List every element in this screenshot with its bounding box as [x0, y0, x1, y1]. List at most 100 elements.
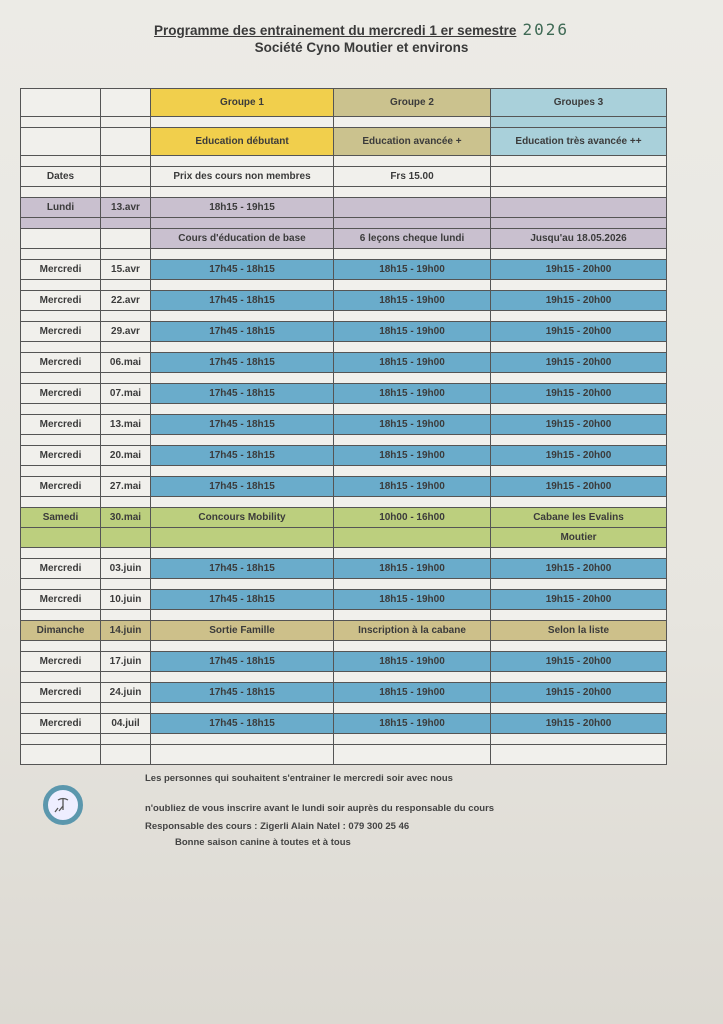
cell-day: Mercredi	[20, 414, 101, 435]
cell-day: Mercredi	[20, 682, 101, 703]
table-row: Dimanche 14.juin Sortie Famille Inscription…	[20, 620, 667, 641]
cell-groupe-2	[333, 671, 491, 683]
cell-groupe-3: 19h15 - 20h00	[490, 290, 667, 311]
spacer-row	[20, 609, 667, 621]
cell-date	[100, 372, 151, 384]
cell-day	[20, 702, 101, 714]
cell-groupe-1: 17h45 - 18h15	[150, 476, 334, 497]
cell-date	[100, 186, 151, 198]
table-row: Education débutant Education avancée + Edu…	[20, 127, 667, 156]
cell-groupe-2	[333, 702, 491, 714]
cell-groupe-3	[490, 702, 667, 714]
cell-groupe-2	[333, 197, 491, 218]
cell-date	[100, 465, 151, 477]
cell-groupe-2: Inscription à la cabane	[333, 620, 491, 641]
spacer-row	[20, 403, 667, 415]
footer-contact: Responsable des cours : Zigerli Alain Na…	[145, 821, 410, 832]
spacer-row	[20, 547, 667, 559]
table-row: Mercredi 22.avr 17h45 - 18h15 18h15 - 19h00…	[20, 290, 667, 311]
cell-groupe-2: 10h00 - 16h00	[333, 507, 491, 528]
cell-groupe-3: Moutier	[490, 527, 667, 548]
cell-date	[100, 116, 151, 128]
cell-groupe-1: 17h45 - 18h15	[150, 713, 334, 734]
table-row: Mercredi 03.juin 17h45 - 18h15 18h15 - 19h0…	[20, 558, 667, 579]
cell-groupe-3: 19h15 - 20h00	[490, 651, 667, 672]
cell-groupe-2: 18h15 - 19h00	[333, 352, 491, 373]
cell-day: Mercredi	[20, 713, 101, 734]
cell-groupe-1: 17h45 - 18h15	[150, 259, 334, 280]
cell-groupe-3	[490, 609, 667, 621]
cell-day	[20, 733, 101, 745]
cell-date: 07.mai	[100, 383, 151, 404]
cell-groupe-1	[150, 434, 334, 446]
spacer-row	[20, 702, 667, 714]
cell-groupe-1	[150, 547, 334, 559]
spacer-row	[20, 372, 667, 384]
cell-groupe-1: 17h45 - 18h15	[150, 651, 334, 672]
cell-groupe-3: 19h15 - 20h00	[490, 445, 667, 466]
cell-groupe-3: 19h15 - 20h00	[490, 476, 667, 497]
cell-groupe-3	[490, 496, 667, 508]
cell-groupe-2	[333, 403, 491, 415]
cell-groupe-1: Prix des cours non membres	[150, 166, 334, 187]
cell-groupe-3	[490, 197, 667, 218]
cell-day	[20, 578, 101, 590]
cell-groupe-1: Concours Mobility	[150, 507, 334, 528]
cell-groupe-2	[333, 279, 491, 291]
cell-groupe-3: Education très avancée ++	[490, 127, 667, 156]
club-name: Société Cyno Moutier et environs	[254, 40, 469, 55]
cell-day	[20, 496, 101, 508]
cell-date	[100, 279, 151, 291]
cell-groupe-3	[490, 341, 667, 353]
cell-date	[100, 310, 151, 322]
cell-groupe-2	[333, 733, 491, 745]
cell-date: 06.mai	[100, 352, 151, 373]
cell-groupe-1	[150, 217, 334, 229]
cell-date	[100, 527, 151, 548]
cell-day	[20, 127, 101, 156]
spacer-row	[20, 155, 667, 167]
cell-groupe-2: 18h15 - 19h00	[333, 290, 491, 311]
cell-groupe-1: Cours d'éducation de base	[150, 228, 334, 249]
spacer-row	[20, 310, 667, 322]
cell-day	[20, 155, 101, 167]
cell-day	[20, 372, 101, 384]
cell-day	[20, 434, 101, 446]
cell-date	[100, 496, 151, 508]
cell-groupe-1: 17h45 - 18h15	[150, 383, 334, 404]
cell-groupe-1	[150, 403, 334, 415]
cell-date: 13.mai	[100, 414, 151, 435]
cell-groupe-1	[150, 527, 334, 548]
cell-date	[100, 578, 151, 590]
cell-date: 17.juin	[100, 651, 151, 672]
cell-groupe-2	[333, 310, 491, 322]
cell-groupe-2	[333, 578, 491, 590]
cell-groupe-3	[490, 116, 667, 128]
cell-day: Dates	[20, 166, 101, 187]
cell-day	[20, 88, 101, 117]
cell-day: Lundi	[20, 197, 101, 218]
cell-groupe-3: Jusqu'au 18.05.2026	[490, 228, 667, 249]
cell-date: 30.mai	[100, 507, 151, 528]
cell-groupe-2	[333, 547, 491, 559]
cell-groupe-2: Education avancée +	[333, 127, 491, 156]
spacer-row	[20, 279, 667, 291]
table-row	[20, 744, 667, 765]
cell-day	[20, 228, 101, 249]
cell-day	[20, 116, 101, 128]
spacer-row	[20, 248, 667, 260]
cell-day	[20, 186, 101, 198]
document-title: Programme des entrainement du mercredi 1…	[0, 20, 723, 39]
cell-groupe-3: 19h15 - 20h00	[490, 321, 667, 342]
cell-groupe-3	[490, 310, 667, 322]
cell-groupe-2	[333, 609, 491, 621]
cell-groupe-1: 17h45 - 18h15	[150, 682, 334, 703]
footer-greeting: Bonne saison canine à toutes et à tous	[175, 837, 351, 848]
cell-groupe-2: 18h15 - 19h00	[333, 414, 491, 435]
cell-date	[100, 341, 151, 353]
spacer-row	[20, 733, 667, 745]
dog-club-logo-icon	[43, 785, 83, 825]
table-row: Mercredi 06.mai 17h45 - 18h15 18h15 - 19h00…	[20, 352, 667, 373]
cell-groupe-3	[490, 279, 667, 291]
cell-groupe-1	[150, 279, 334, 291]
